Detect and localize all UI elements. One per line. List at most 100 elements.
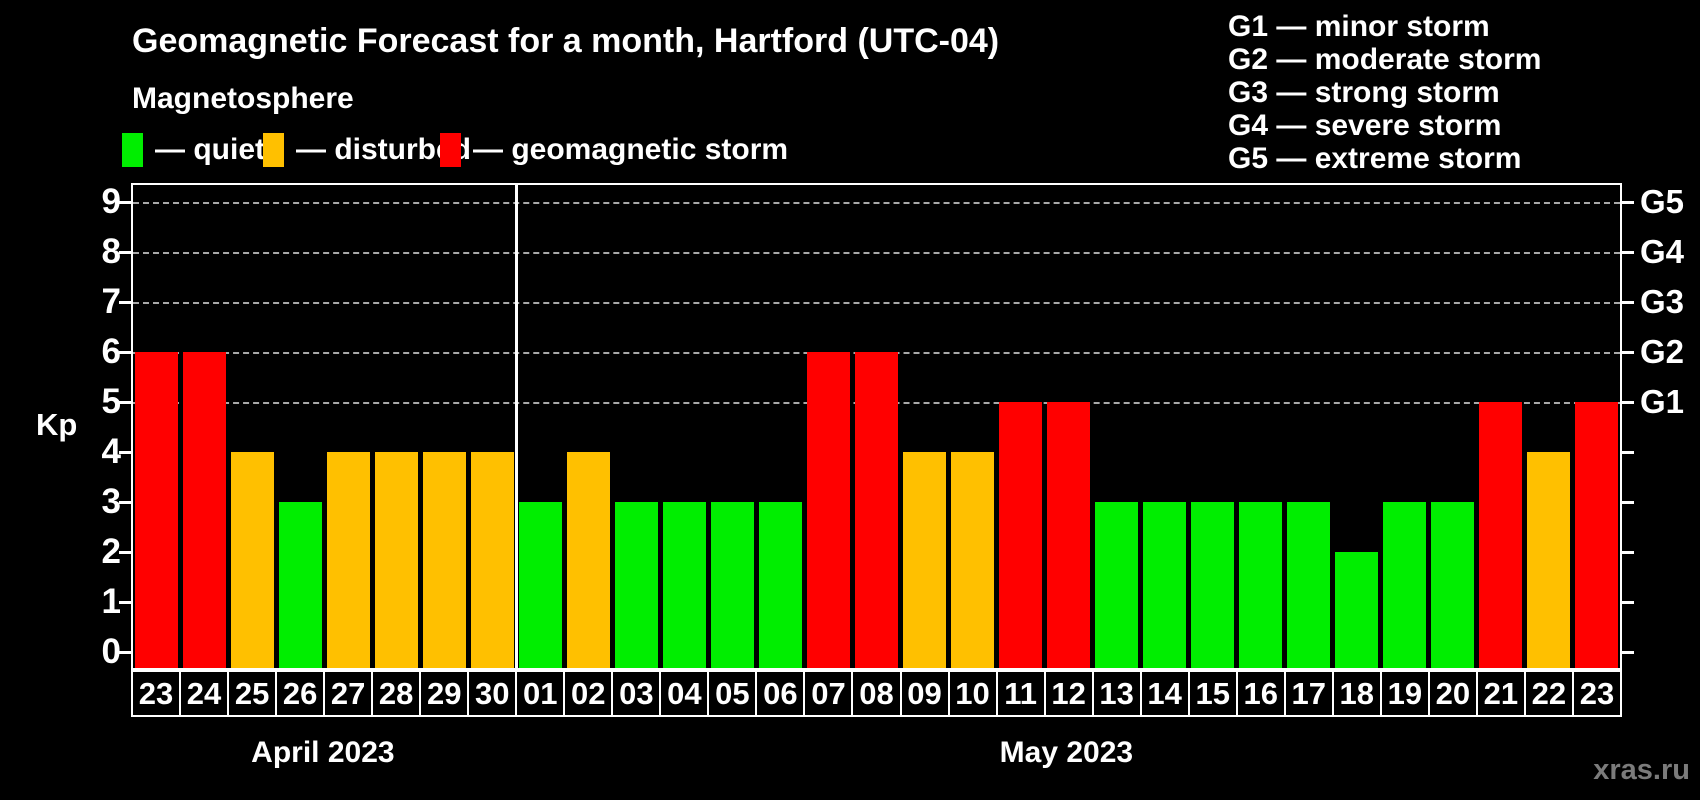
day-cell-may-18: 18 xyxy=(1333,670,1382,717)
day-cell-april-26: 26 xyxy=(277,670,326,717)
kp-bar-may-18 xyxy=(1334,552,1378,668)
y-tick-label-9: 9 xyxy=(101,182,121,221)
day-cell-april-23: 23 xyxy=(133,670,182,717)
page-title: Geomagnetic Forecast for a month, Hartfo… xyxy=(132,22,1000,60)
kp-bar-april-24 xyxy=(183,352,227,668)
g-label-g2: G2 xyxy=(1640,333,1685,370)
g-legend-line-3: G3 — strong storm xyxy=(1228,76,1500,109)
y-tick-label-2: 2 xyxy=(101,532,121,571)
kp-bar-may-20 xyxy=(1430,502,1474,668)
day-cell-may-06: 06 xyxy=(757,670,806,717)
month-label-may: May 2023 xyxy=(999,736,1134,769)
kp-bar-may-21 xyxy=(1478,402,1522,668)
g-legend-line-2: G2 — moderate storm xyxy=(1228,43,1542,76)
kp-bar-may-23 xyxy=(1574,402,1618,668)
left-tick-kp-2 xyxy=(119,551,131,554)
kp-bar-april-27 xyxy=(327,452,371,668)
left-tick-kp-6 xyxy=(119,351,131,354)
y-tick-label-4: 4 xyxy=(101,432,121,471)
disturbed-swatch-icon xyxy=(263,133,284,167)
day-cell-may-19: 19 xyxy=(1381,670,1430,717)
y-tick-label-0: 0 xyxy=(101,632,121,671)
day-cell-may-03: 03 xyxy=(613,670,662,717)
y-tick-label-3: 3 xyxy=(101,482,121,521)
g-legend-line-5: G5 — extreme storm xyxy=(1228,142,1522,175)
g-label-g5: G5 xyxy=(1640,183,1685,220)
left-tick-kp-4 xyxy=(119,451,131,454)
kp-bar-may-09 xyxy=(902,452,946,668)
g-scale-legend: G1 — minor storm G2 — moderate storm G3 — … xyxy=(1228,10,1541,175)
kp-bar-may-12 xyxy=(1046,402,1090,668)
quiet-swatch-icon xyxy=(122,133,143,167)
day-cell-april-30: 30 xyxy=(469,670,518,717)
day-cell-may-05: 05 xyxy=(709,670,758,717)
kp-bar-april-26 xyxy=(279,502,323,668)
g-label-g4: G4 xyxy=(1640,233,1685,270)
day-cell-may-22: 22 xyxy=(1525,670,1574,717)
day-cell-may-12: 12 xyxy=(1045,670,1094,717)
left-tick-kp-7 xyxy=(119,301,131,304)
kp-bar-may-06 xyxy=(759,502,803,668)
day-cell-april-25: 25 xyxy=(229,670,278,717)
left-tick-kp-0 xyxy=(119,651,131,654)
day-cell-may-08: 08 xyxy=(853,670,902,717)
kp-bar-april-25 xyxy=(231,452,275,668)
g-legend-line-1: G1 — minor storm xyxy=(1228,10,1490,43)
kp-bar-april-29 xyxy=(423,452,467,668)
day-cell-may-21: 21 xyxy=(1477,670,1526,717)
day-cell-may-04: 04 xyxy=(661,670,710,717)
kp-bar-may-03 xyxy=(615,502,659,668)
right-tick-kp-8 xyxy=(1622,251,1634,254)
storm-swatch-icon xyxy=(440,133,461,167)
left-tick-kp-1 xyxy=(119,601,131,604)
y-tick-label-1: 1 xyxy=(101,582,121,621)
gridline-kp-7 xyxy=(133,302,1620,304)
kp-bar-may-05 xyxy=(711,502,755,668)
kp-bar-chart-plot-area xyxy=(131,183,1622,670)
kp-bar-april-23 xyxy=(135,352,179,668)
kp-bar-may-01 xyxy=(519,502,563,668)
legend-label-storm: — geomagnetic storm xyxy=(473,133,789,166)
right-tick-kp-9 xyxy=(1622,201,1634,204)
day-cell-april-29: 29 xyxy=(421,670,470,717)
y-tick-label-6: 6 xyxy=(101,332,121,371)
day-cell-may-15: 15 xyxy=(1189,670,1238,717)
right-tick-kp-1 xyxy=(1622,601,1634,604)
day-cell-may-17: 17 xyxy=(1285,670,1334,717)
y-tick-label-8: 8 xyxy=(101,232,121,271)
g-label-g1: G1 xyxy=(1640,383,1685,420)
day-cell-may-20: 20 xyxy=(1429,670,1478,717)
kp-bar-april-28 xyxy=(375,452,419,668)
kp-bar-may-11 xyxy=(998,402,1042,668)
left-tick-kp-3 xyxy=(119,501,131,504)
xras-watermark: xras.ru xyxy=(1593,754,1690,786)
kp-bar-may-16 xyxy=(1238,502,1282,668)
g-legend-line-4: G4 — severe storm xyxy=(1228,109,1502,142)
day-cell-may-02: 02 xyxy=(565,670,614,717)
day-label-row: 23 24 25 26 27 28 29 30 01 02 03 04 05 06 07 08 09 10 11 12… xyxy=(131,670,1622,717)
left-tick-kp-5 xyxy=(119,401,131,404)
day-cell-april-27: 27 xyxy=(325,670,374,717)
g-label-g3: G3 xyxy=(1640,283,1685,320)
kp-bar-may-10 xyxy=(950,452,994,668)
left-tick-kp-8 xyxy=(119,251,131,254)
day-cell-may-23: 23 xyxy=(1573,670,1622,717)
kp-bar-may-19 xyxy=(1382,502,1426,668)
kp-bar-may-04 xyxy=(663,502,707,668)
right-tick-kp-7 xyxy=(1622,301,1634,304)
magnetosphere-subtitle: Magnetosphere xyxy=(132,82,354,115)
day-cell-may-16: 16 xyxy=(1237,670,1286,717)
kp-bar-may-17 xyxy=(1286,502,1330,668)
right-tick-kp-4 xyxy=(1622,451,1634,454)
day-cell-may-09: 09 xyxy=(901,670,950,717)
legend-item-storm: — geomagnetic storm xyxy=(440,131,788,169)
day-cell-may-07: 07 xyxy=(805,670,854,717)
day-cell-april-24: 24 xyxy=(181,670,230,717)
y-tick-label-5: 5 xyxy=(101,382,121,421)
day-cell-may-01: 01 xyxy=(517,670,566,717)
left-tick-kp-9 xyxy=(119,201,131,204)
month-label-april: April 2023 xyxy=(251,736,395,769)
legend-label-quiet: — quiet xyxy=(155,133,265,166)
y-axis-label: Kp xyxy=(36,407,78,442)
